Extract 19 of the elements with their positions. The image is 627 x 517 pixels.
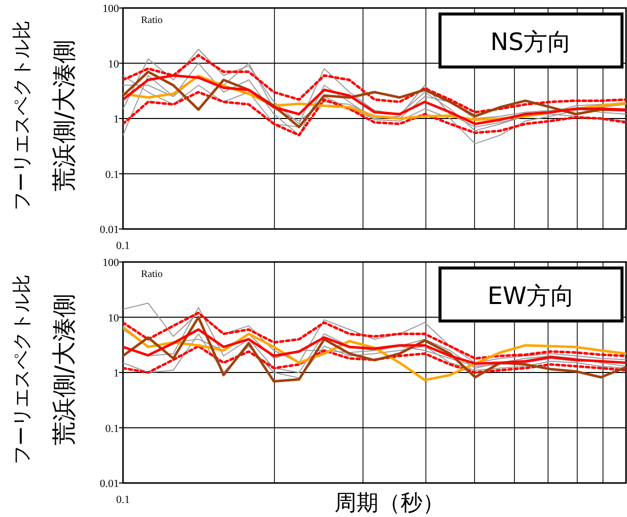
y-tick-label: 100 bbox=[102, 3, 120, 15]
y-tick-label: 0.01 bbox=[100, 478, 119, 490]
y-tick-label: 10 bbox=[108, 58, 120, 70]
text: EW方向 bbox=[488, 282, 574, 310]
text: 荒浜側/大湊側 bbox=[50, 293, 78, 446]
annotation: Ratio bbox=[141, 269, 163, 280]
y-tick-label: 1 bbox=[114, 114, 119, 126]
y-axis-title: フーリエスペクトル比 bbox=[11, 20, 33, 210]
y-tick-label: 100 bbox=[102, 257, 120, 269]
text: NS方向 bbox=[490, 28, 572, 56]
y-axis-title: フーリエスペクトル比 bbox=[11, 274, 33, 464]
y-tick-label: 1 bbox=[114, 368, 119, 380]
category-label: 0.1 bbox=[116, 240, 130, 252]
category-label: 0.1 bbox=[116, 494, 130, 506]
text: 荒浜側/大湊側 bbox=[50, 39, 78, 192]
y-tick-label: 0.01 bbox=[100, 224, 119, 236]
y-tick-label: 10 bbox=[108, 312, 120, 324]
annotation: Ratio bbox=[141, 15, 163, 26]
x-axis-title: 周期（秒） bbox=[334, 491, 444, 516]
